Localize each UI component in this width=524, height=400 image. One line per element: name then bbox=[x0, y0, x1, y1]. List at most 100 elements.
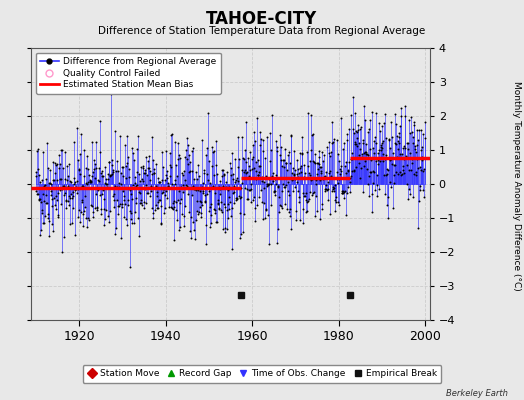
Point bbox=[138, 176, 146, 182]
Point bbox=[106, 172, 114, 179]
Point bbox=[291, 167, 300, 174]
Point bbox=[355, 159, 363, 166]
Point bbox=[385, 145, 394, 151]
Point bbox=[141, 185, 149, 192]
Point bbox=[421, 134, 429, 141]
Point bbox=[289, 176, 298, 182]
Point bbox=[89, 209, 97, 215]
Point bbox=[221, 229, 230, 236]
Point bbox=[351, 139, 359, 145]
Point bbox=[105, 208, 114, 214]
Point bbox=[219, 166, 227, 173]
Point bbox=[267, 181, 275, 188]
Point bbox=[363, 166, 371, 173]
Point bbox=[388, 161, 396, 167]
Point bbox=[86, 202, 95, 208]
Point bbox=[411, 149, 420, 155]
Point bbox=[324, 139, 333, 146]
Point bbox=[270, 176, 279, 182]
Point bbox=[110, 204, 118, 210]
Point bbox=[419, 187, 427, 193]
Point bbox=[196, 210, 205, 217]
Point bbox=[206, 220, 215, 226]
Point bbox=[130, 185, 138, 191]
Point bbox=[230, 183, 238, 189]
Point bbox=[276, 152, 285, 158]
Point bbox=[127, 216, 136, 222]
Point bbox=[75, 150, 84, 157]
Point bbox=[123, 160, 131, 166]
Point bbox=[286, 213, 294, 219]
Point bbox=[190, 176, 199, 182]
Point bbox=[375, 186, 384, 192]
Point bbox=[230, 200, 238, 206]
Point bbox=[119, 164, 128, 170]
Point bbox=[268, 174, 277, 181]
Point bbox=[241, 166, 249, 173]
Point bbox=[47, 188, 55, 194]
Point bbox=[358, 188, 367, 195]
Point bbox=[333, 169, 341, 175]
Point bbox=[312, 160, 321, 166]
Point bbox=[221, 225, 230, 231]
Point bbox=[118, 188, 127, 194]
Point bbox=[361, 149, 369, 156]
Point bbox=[395, 133, 403, 140]
Point bbox=[109, 192, 117, 199]
Point bbox=[278, 163, 286, 169]
Point bbox=[341, 188, 350, 194]
Point bbox=[337, 168, 345, 174]
Point bbox=[397, 113, 406, 119]
Point bbox=[58, 146, 67, 153]
Point bbox=[113, 158, 121, 165]
Point bbox=[354, 122, 363, 128]
Point bbox=[94, 187, 102, 193]
Point bbox=[66, 178, 74, 184]
Point bbox=[152, 161, 160, 168]
Point bbox=[131, 180, 139, 186]
Point bbox=[181, 177, 189, 183]
Point bbox=[73, 190, 81, 196]
Point bbox=[350, 168, 358, 175]
Point bbox=[372, 158, 380, 164]
Point bbox=[90, 156, 99, 163]
Point bbox=[404, 146, 412, 152]
Point bbox=[56, 187, 64, 193]
Point bbox=[398, 171, 407, 178]
Text: Monthly Temperature Anomaly Difference (°C): Monthly Temperature Anomaly Difference (… bbox=[512, 81, 521, 291]
Point bbox=[328, 187, 336, 194]
Point bbox=[92, 191, 101, 197]
Point bbox=[307, 112, 315, 118]
Point bbox=[150, 170, 159, 176]
Point bbox=[104, 171, 113, 178]
Point bbox=[194, 186, 202, 193]
Point bbox=[125, 166, 134, 172]
Point bbox=[256, 163, 264, 170]
Point bbox=[215, 184, 223, 190]
Point bbox=[305, 158, 314, 164]
Point bbox=[220, 201, 228, 208]
Point bbox=[74, 214, 82, 220]
Point bbox=[132, 200, 140, 206]
Point bbox=[87, 179, 95, 186]
Point bbox=[297, 168, 305, 175]
Point bbox=[383, 171, 391, 178]
Point bbox=[380, 111, 389, 118]
Point bbox=[285, 192, 293, 198]
Point bbox=[331, 182, 339, 188]
Point bbox=[79, 223, 87, 229]
Point bbox=[138, 163, 147, 169]
Point bbox=[115, 184, 124, 190]
Point bbox=[313, 165, 322, 172]
Point bbox=[283, 152, 292, 158]
Point bbox=[144, 165, 152, 171]
Point bbox=[71, 187, 79, 193]
Point bbox=[73, 186, 82, 192]
Point bbox=[67, 191, 75, 197]
Point bbox=[178, 170, 186, 176]
Point bbox=[234, 134, 242, 140]
Point bbox=[150, 170, 158, 176]
Point bbox=[248, 166, 256, 172]
Point bbox=[258, 148, 267, 154]
Point bbox=[309, 157, 318, 164]
